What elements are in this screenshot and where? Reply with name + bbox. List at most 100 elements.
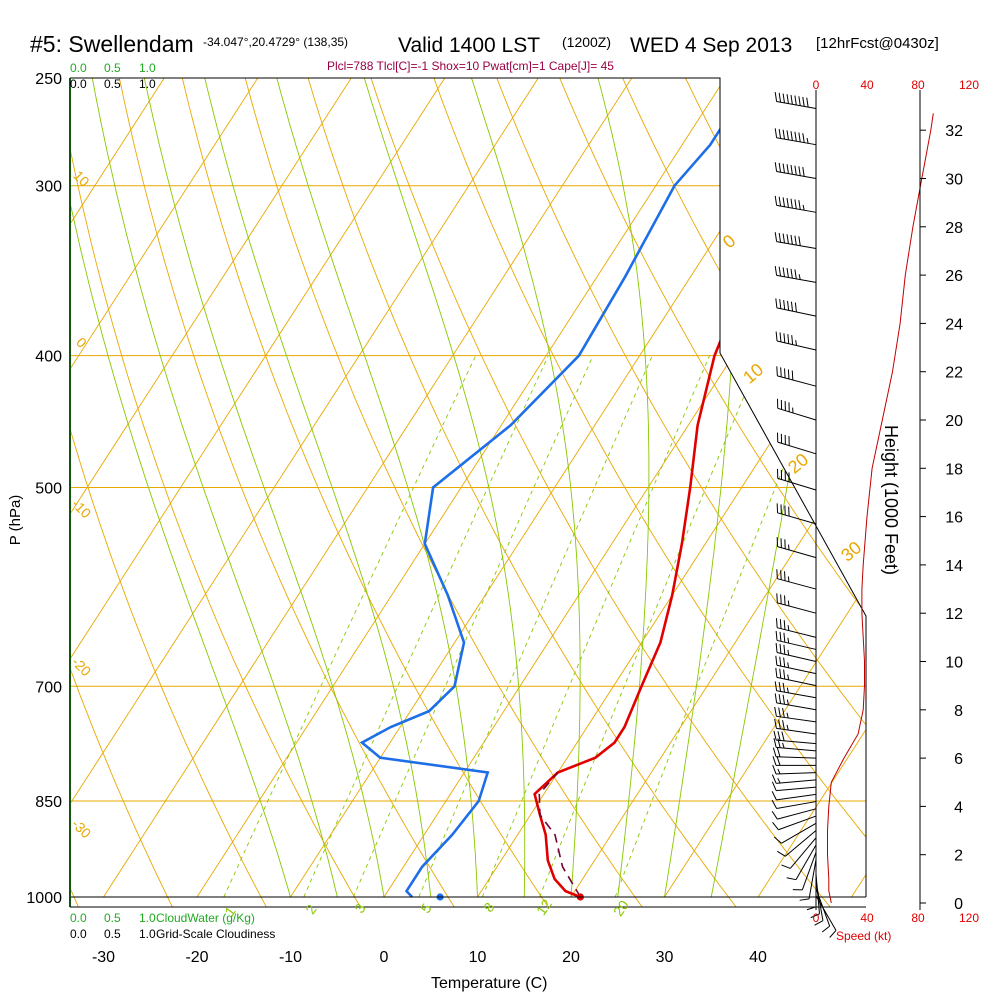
wind-barb-flag [787,334,790,344]
dry-adiabat-line [981,0,1000,926]
wind-barb-flag [802,96,805,107]
wind-barb [781,837,817,869]
height-tick-label: 10 [945,655,963,672]
mixing-ratio-label: 5 [417,900,435,916]
wind-barb-staff [789,837,817,869]
wind-barb-flag [790,94,793,105]
wind-barb-staff [777,477,817,491]
mixing-ratio-label: 12 [533,896,555,918]
wind-barb-staff [777,602,817,614]
wind-barb-flag [774,706,777,717]
wind-barb [775,643,817,662]
wind-barb-staff [801,852,817,891]
wind-barb-flag [775,331,778,342]
wind-barb [776,366,817,387]
wind-barb-staff [776,664,817,675]
wind-barb-flag [779,668,782,679]
temperature-tick-label: 40 [749,949,767,966]
speed-axis-label: Speed (kt) [836,929,891,943]
wind-barb-flag [775,667,778,678]
wind-barb-staff [815,873,820,914]
moist-adiabat-label: 20 [784,449,812,477]
wind-barb-flag [774,265,778,276]
height-tick-label: 30 [945,172,963,189]
wind-barb-flag [771,799,778,809]
isotherm-line [290,78,866,898]
wind-barb-flag [798,96,801,106]
wind-barb-half-flag [782,742,785,749]
wind-barb-staff [776,801,817,810]
wind-barb-flag [798,166,801,176]
wind-barb-half-flag [787,625,790,631]
height-tick-label: 0 [954,896,963,913]
wind-barb-flag [786,234,789,244]
wind-barb-flag [781,864,791,869]
wind-barb [774,92,817,109]
pressure-tick-label: 700 [35,679,62,696]
cloud-water-tick-top: 0.0 [70,61,87,75]
wind-barb-staff [776,676,817,687]
wind-barb-flag [773,836,782,844]
moist-adiabat-label: 10 [739,359,767,387]
wind-barb-flag [771,774,777,784]
dry-adiabat-line [508,78,866,907]
temperature-tick-label: -30 [92,949,115,966]
moist-adiabat-line [143,78,385,898]
wind-barb-flag [786,197,789,208]
isotherm-line [70,78,157,898]
wind-barb [774,128,817,146]
wind-barb-flag [778,128,782,139]
wind-barb-flag [787,300,790,311]
wind-barb [774,706,817,723]
moist-adiabat-line [471,78,581,898]
wind-barb-flag [774,681,778,691]
wind-barb-staff [776,746,817,752]
wind-barb-flag [786,268,789,278]
dry-adiabat-line [70,78,88,907]
wind-barb [777,398,817,421]
wind-barb-flag [776,756,781,766]
wind-barb-flag [772,756,777,766]
wind-barb-flag [782,129,785,140]
wind-barb-flag [784,571,786,581]
wind-barb-flag [774,195,778,206]
wind-barb-flag [783,644,786,655]
wind-barb-flag [782,720,785,730]
isotherm-line [757,78,866,898]
temperature-tick-label: 20 [562,949,580,966]
mixing-ratio-line [352,355,594,898]
wind-barb-flag [794,302,797,313]
mixing-ratio-label: 3 [351,900,369,916]
cloudiness-tick-bottom: 0.0 [70,927,87,941]
wind-barb-staff [776,727,817,735]
wind-barb-half-flag [788,544,790,550]
wind-barb-half-flag [786,699,789,706]
wind-barb-flag [782,93,785,103]
x-axis-title: Temperature (C) [431,975,547,992]
height-tick-label: 28 [945,220,963,237]
wind-barb-flag [786,94,789,104]
wind-barb-staff [808,859,817,900]
wind-barb [776,569,817,590]
wind-barb [774,265,817,283]
moist-adiabat-line [276,78,478,898]
wind-barb-flag [780,367,782,377]
height-tick-label: 6 [954,751,963,768]
speed-tick-label-bottom: 80 [911,911,925,925]
wind-barb [771,799,817,810]
mixing-ratio-label: 2 [302,901,320,917]
y-axis-title: P (hPa) [7,495,24,546]
wind-barb-flag [810,913,820,919]
wind-barb-staff [776,715,817,723]
wind-barb-flag [776,593,778,603]
height-tick-label: 2 [954,848,963,865]
wind-barb-staff [785,830,817,857]
station-title: #5: Swellendam [30,31,194,57]
wind-barb [775,667,817,687]
cloud-water-tick-top: 1.0 [139,61,156,75]
wind-barb-flag [782,267,785,277]
wind-barb [774,718,817,735]
cloudiness-tick-top: 0.0 [70,77,87,91]
